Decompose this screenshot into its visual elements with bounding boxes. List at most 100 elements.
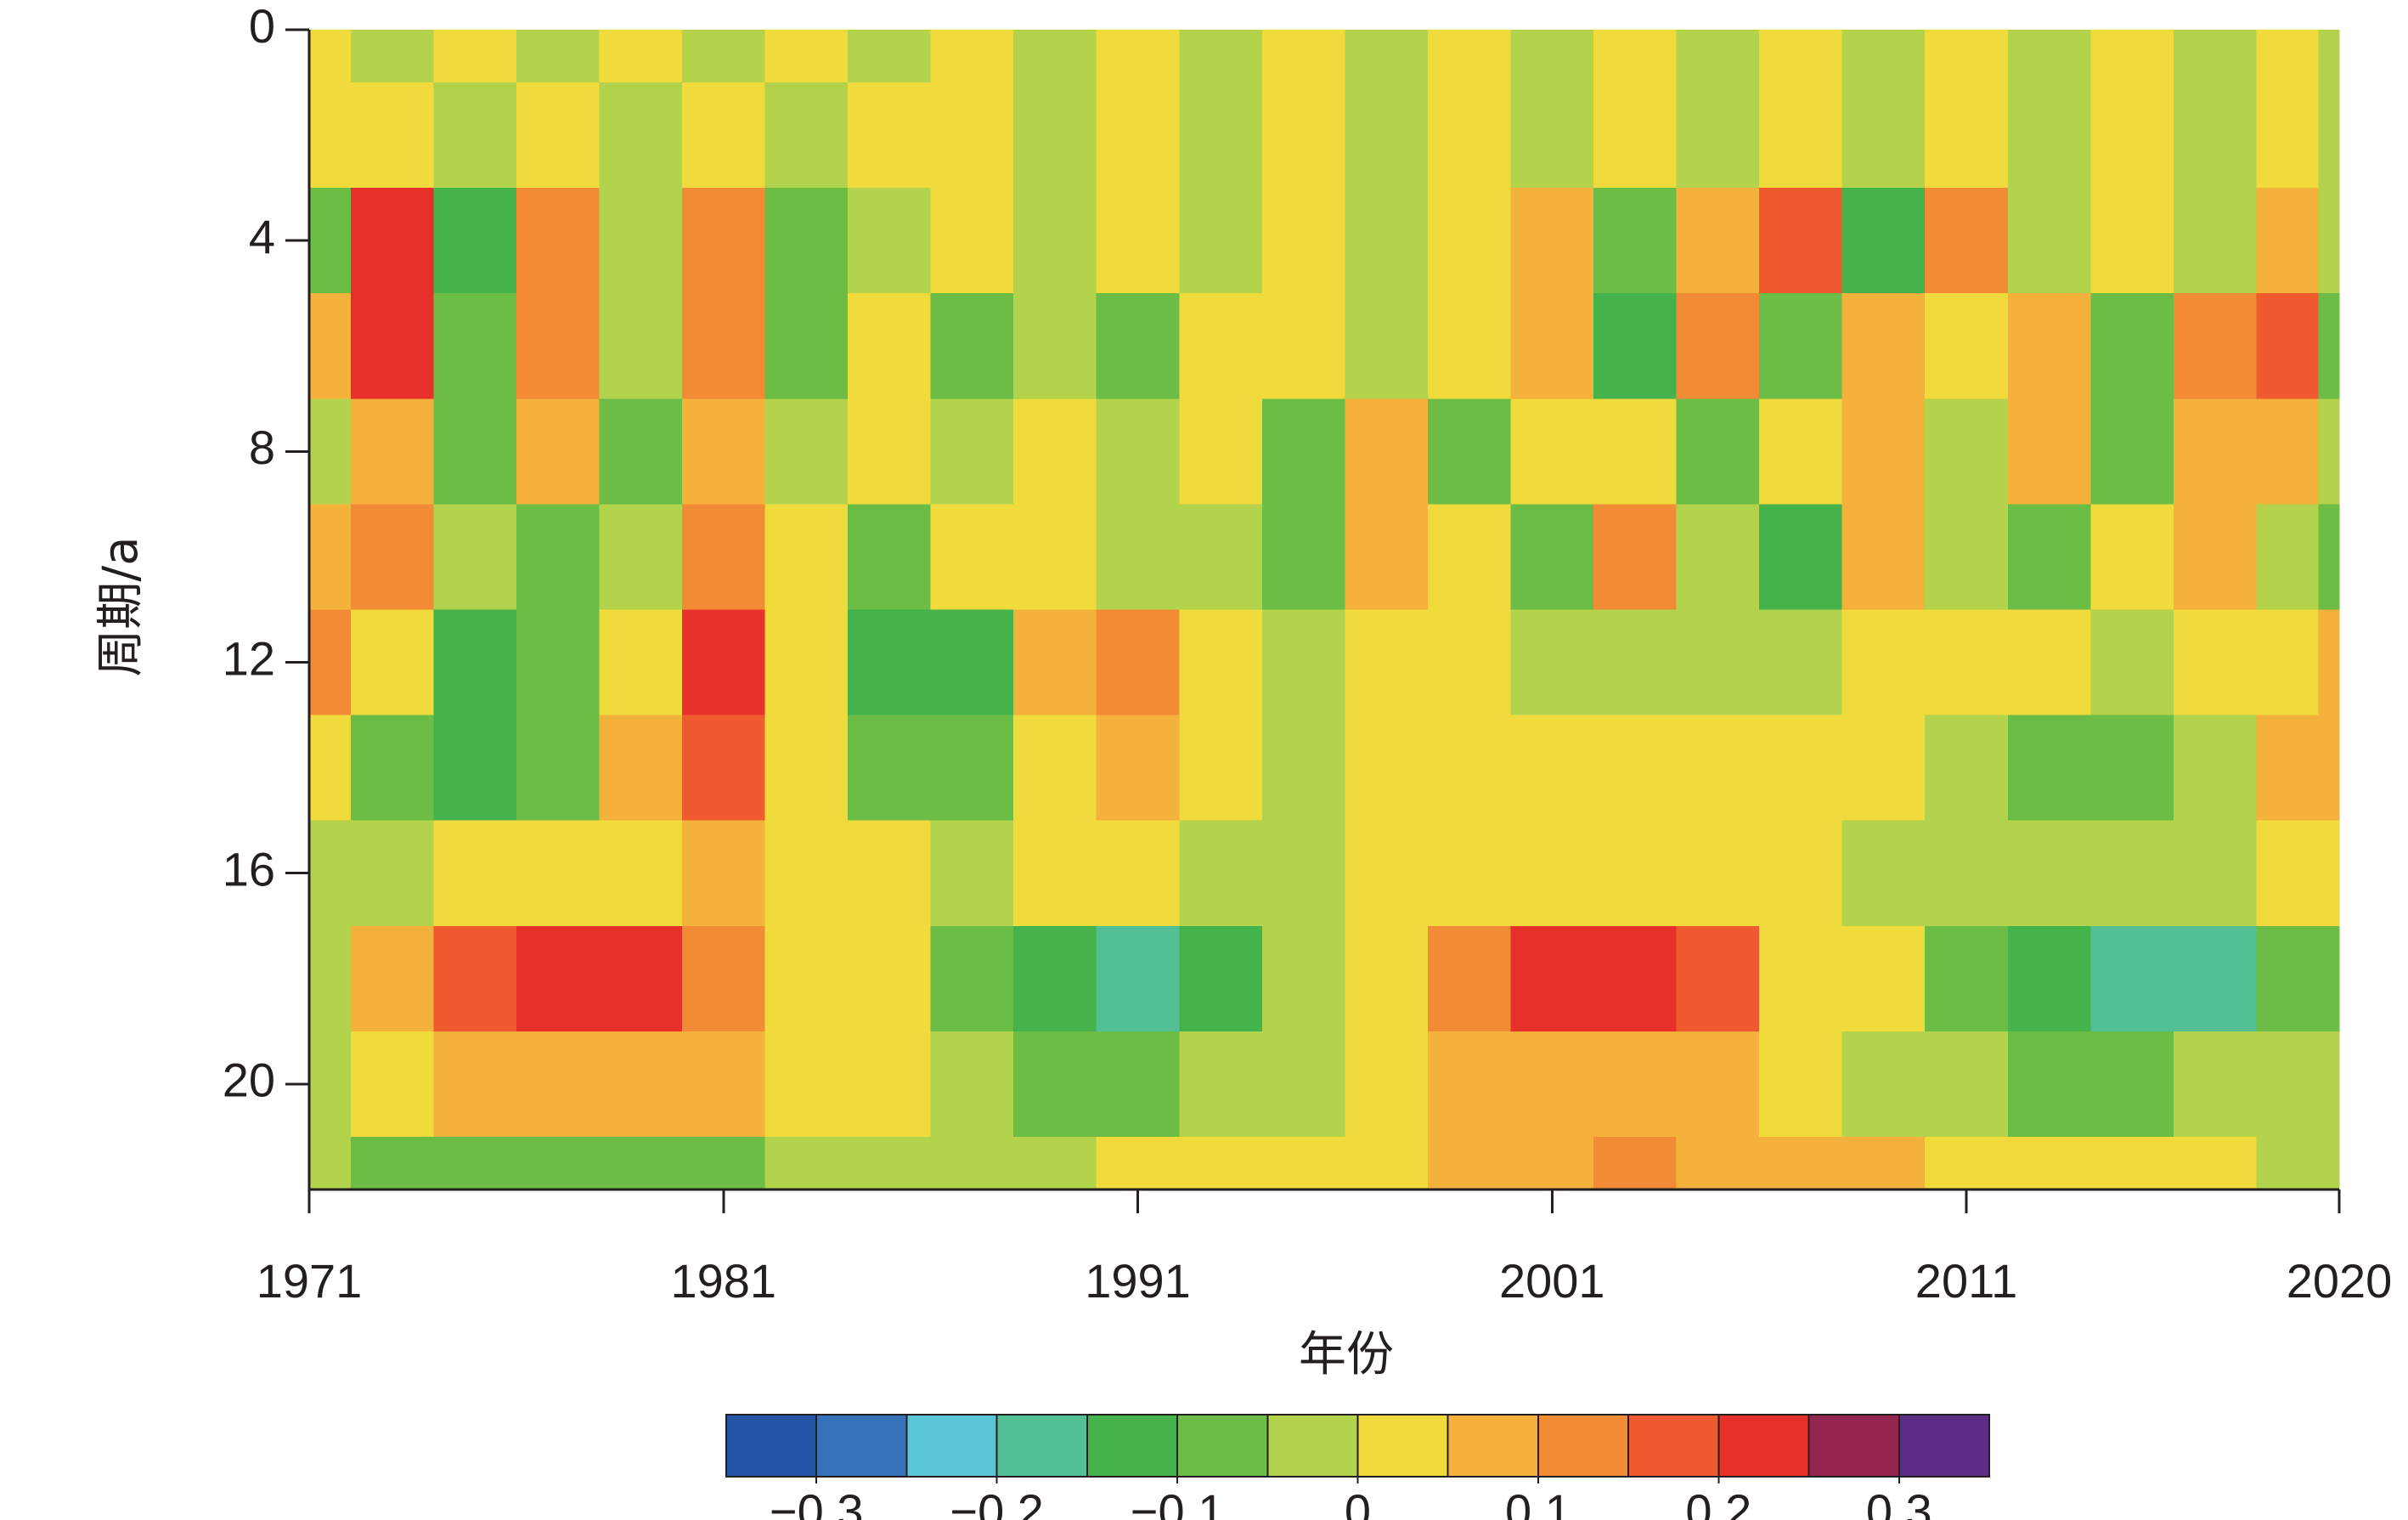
contour-cell (1510, 398, 1594, 505)
contour-cell (1676, 925, 1760, 1032)
contour-cell (1345, 30, 1429, 83)
contour-cell (2318, 82, 2340, 189)
contour-cell (433, 1136, 517, 1190)
contour-cell (764, 293, 849, 399)
contour-cell (848, 398, 932, 505)
contour-cell (1925, 925, 2009, 1032)
colorbar-swatch (1176, 1414, 1269, 1478)
contour-cell (2173, 82, 2257, 189)
contour-cell (1013, 1136, 1097, 1190)
contour-cell (350, 188, 434, 294)
contour-cell (2256, 398, 2320, 505)
colorbar-swatch (725, 1414, 818, 1478)
contour-field (309, 30, 2340, 1190)
contour-cell (350, 715, 434, 822)
contour-cell (516, 820, 600, 927)
contour-cell (1013, 1031, 1097, 1138)
contour-cell (1096, 609, 1180, 716)
contour-cell (1013, 30, 1097, 83)
contour-cell (309, 820, 352, 927)
contour-cell (599, 398, 683, 505)
contour-cell (1261, 715, 1345, 822)
y-tick-label: 8 (249, 421, 275, 474)
contour-cell (2256, 1136, 2320, 1190)
contour-cell (764, 398, 849, 505)
contour-cell (1179, 504, 1263, 610)
contour-cell (516, 188, 600, 294)
contour-cell (309, 1136, 352, 1190)
contour-cell (1013, 82, 1097, 189)
contour-cell (1676, 398, 1760, 505)
contour-cell (309, 188, 352, 294)
contour-cell (1179, 609, 1263, 716)
contour-cell (2173, 398, 2257, 505)
x-axis-label: 年份 (1299, 1327, 1394, 1382)
contour-cell (1841, 293, 1926, 399)
contour-cell (764, 1136, 849, 1190)
contour-cell (1510, 609, 1594, 716)
contour-cell (433, 609, 517, 716)
contour-cell (309, 1031, 352, 1138)
contour-cell (764, 504, 849, 610)
contour-cell (1345, 715, 1429, 822)
contour-cell (764, 609, 849, 716)
contour-cell (1013, 398, 1097, 505)
contour-cell (1261, 398, 1345, 505)
contour-cell (1510, 188, 1594, 294)
contour-cell (599, 715, 683, 822)
contour-cell (930, 1136, 1014, 1190)
contour-cell (1261, 30, 1345, 83)
contour-cell (1676, 30, 1760, 83)
contour-cell (681, 82, 766, 189)
contour-cell (309, 398, 352, 505)
contour-cell (848, 1031, 932, 1138)
contour-cell (1593, 1136, 1678, 1190)
contour-cell (433, 820, 517, 927)
contour-cell (1593, 925, 1678, 1032)
contour-cell (1593, 504, 1678, 610)
contour-cell (681, 820, 766, 927)
colorbar-tick-label: 0.2 (1685, 1484, 1751, 1520)
contour-cell (1593, 609, 1678, 716)
contour-cell (2007, 1031, 2091, 1138)
x-tick-label: 2011 (1915, 1254, 2017, 1308)
contour-cell (1013, 188, 1097, 294)
y-tick-label: 4 (249, 210, 275, 263)
contour-cell (2090, 1031, 2174, 1138)
contour-cell (764, 820, 849, 927)
contour-cell (848, 1136, 932, 1190)
contour-cell (516, 1136, 600, 1190)
contour-cell (2090, 82, 2174, 189)
contour-cell (681, 504, 766, 610)
contour-cell (1593, 820, 1678, 927)
contour-cell (1925, 504, 2009, 610)
contour-cell (1841, 188, 1926, 294)
contour-cell (1676, 1031, 1760, 1138)
contour-cell (599, 82, 683, 189)
contour-cell (2007, 715, 2091, 822)
contour-cell (2173, 293, 2257, 399)
contour-cell (1759, 504, 1843, 610)
contour-cell (1427, 30, 1511, 83)
contour-cell (516, 1031, 600, 1138)
contour-cell (1096, 1031, 1180, 1138)
contour-cell (516, 925, 600, 1032)
contour-cell (1427, 293, 1511, 399)
colorbar-swatch (1717, 1414, 1810, 1478)
colorbar-swatch (1627, 1414, 1720, 1478)
contour-cell (2318, 715, 2340, 822)
contour-cell (1427, 82, 1511, 189)
contour-cell (930, 82, 1014, 189)
contour-cell (930, 609, 1014, 716)
contour-cell (350, 609, 434, 716)
contour-cell (1179, 925, 1263, 1032)
contour-cell (1925, 609, 2009, 716)
contour-cell (1345, 82, 1429, 189)
contour-cell (2318, 925, 2340, 1032)
contour-cell (1179, 1136, 1263, 1190)
contour-cell (2090, 715, 2174, 822)
contour-cell (2007, 398, 2091, 505)
contour-cell (350, 504, 434, 610)
contour-cell (433, 504, 517, 610)
